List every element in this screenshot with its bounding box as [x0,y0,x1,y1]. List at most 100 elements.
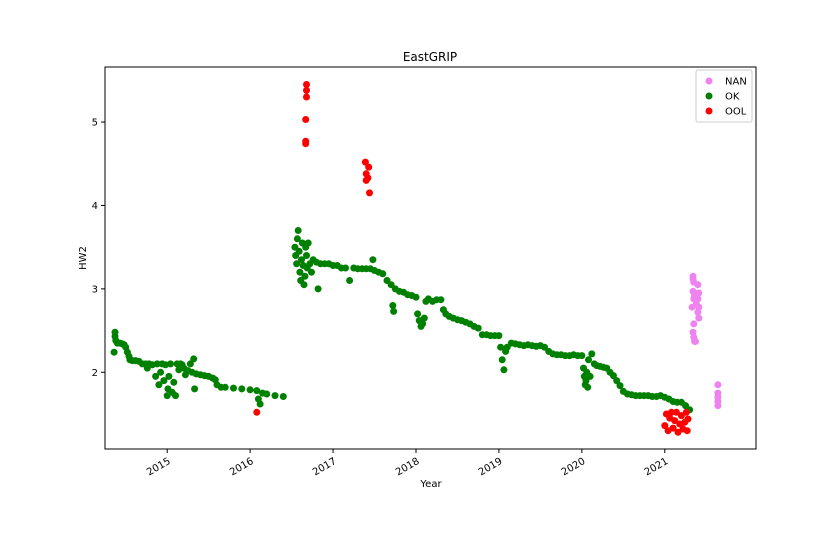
point-ok [186,360,194,368]
legend-label-ool: OOL [725,107,747,118]
point-ok [163,392,171,400]
point-ool [365,163,373,171]
points-layer [110,81,722,436]
point-ool [303,86,310,94]
point-ok [578,352,586,360]
point-ok [390,307,398,315]
point-ool [669,424,677,432]
point-ok [498,356,506,364]
point-ok [616,382,624,390]
point-ool [364,174,372,182]
point-ok [379,270,387,278]
plot-area [104,66,757,450]
point-ok [238,385,246,393]
point-ok [301,272,309,280]
point-ok [585,356,592,364]
point-ok [155,381,163,389]
point-ok [369,256,377,264]
point-ok [153,360,161,368]
point-ok [293,235,301,243]
point-ok [346,277,354,284]
y-tick-label: 5 [92,118,98,129]
point-ool [683,427,691,435]
point-ok [389,302,397,309]
point-ok [271,392,279,400]
point-nan [695,314,703,322]
point-ok [172,392,179,400]
point-ok [167,360,174,368]
point-ok [157,368,165,376]
point-ok [191,385,199,393]
point-ok [474,324,482,332]
point-ok [420,314,428,322]
point-ok [613,377,621,385]
point-ok [437,296,445,304]
point-ok [584,383,592,391]
y-tick-label: 3 [92,284,98,295]
point-ok [500,366,508,374]
chart-title: EastGRIP [403,50,457,64]
point-ok [303,252,310,259]
point-ok [221,383,229,391]
point-ok [110,348,118,356]
point-ok [279,393,287,400]
point-ool [682,408,690,416]
point-ool [366,189,373,197]
y-tick-label: 2 [92,368,98,379]
point-ool [672,408,680,416]
point-ok [253,387,261,395]
point-ool [302,140,310,148]
point-nan [714,381,722,389]
x-axis-title: Year [419,479,442,490]
point-ok [294,227,302,234]
point-ok [495,332,503,340]
point-ool [303,81,310,88]
point-nan [688,303,696,311]
point-ool [361,158,369,166]
point-nan [694,295,702,303]
legend-marker-ool [705,107,713,115]
point-ok [296,268,304,276]
point-ok [263,390,271,398]
point-ok [342,264,349,272]
point-ok [414,310,422,318]
point-ok [246,386,254,394]
point-ool [671,417,679,425]
y-axis: 2 3 4 5 [92,118,105,379]
point-ok [230,384,237,392]
point-ok [609,372,617,380]
point-ool [661,422,669,430]
point-ool [253,408,261,416]
point-nan [695,289,703,297]
point-ok [152,372,160,380]
point-ok [256,400,264,408]
legend-marker-nan [705,77,713,85]
legend: NAN OK OOL [695,69,753,123]
point-ok [300,281,308,289]
point-nan [714,402,722,410]
point-ool [303,93,310,101]
point-ok [314,285,322,293]
point-ok [588,350,596,358]
point-ok [586,372,594,380]
point-ok [419,320,427,328]
point-ok [160,377,168,385]
point-ok [190,355,198,363]
point-ool [667,408,675,416]
point-ok [165,372,173,380]
point-nan [690,320,698,328]
y-axis-title: HW2 [78,246,89,270]
legend-label-ok: OK [725,92,740,103]
point-ool [677,412,685,420]
point-ok [412,293,420,301]
legend-label-nan: NAN [725,77,747,88]
point-ok [497,343,505,351]
point-ool [674,428,682,436]
point-ok [295,247,303,255]
point-nan [694,281,702,289]
point-ok [293,260,301,268]
point-nan [692,337,699,345]
point-ok [298,256,305,264]
point-ok [170,378,178,386]
